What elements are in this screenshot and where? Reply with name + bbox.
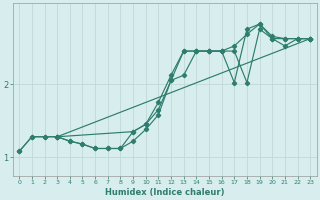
X-axis label: Humidex (Indice chaleur): Humidex (Indice chaleur) [105, 188, 224, 197]
